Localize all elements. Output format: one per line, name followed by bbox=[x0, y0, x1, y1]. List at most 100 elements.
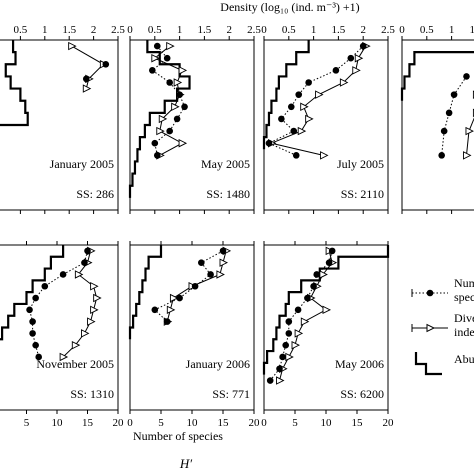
diversity-line bbox=[71, 45, 105, 89]
species-point bbox=[328, 247, 336, 255]
abundance-steps bbox=[128, 245, 163, 340]
diversity-line bbox=[465, 117, 474, 156]
species-point bbox=[279, 353, 286, 361]
panel-frame bbox=[129, 244, 255, 411]
species-point bbox=[149, 67, 156, 74]
bottom-axis-label-h-prime: H′ bbox=[179, 456, 192, 471]
panel-title: May 2006 bbox=[335, 357, 384, 371]
diversity-point bbox=[300, 317, 310, 326]
top-tick-label: 2.5 bbox=[247, 24, 261, 36]
diversity-point bbox=[319, 270, 328, 279]
species-point bbox=[35, 353, 42, 361]
diversity-point bbox=[166, 305, 176, 315]
species-point bbox=[29, 318, 36, 325]
diversity-point bbox=[173, 78, 183, 87]
legend-diversity-label-1: Diver bbox=[454, 311, 474, 325]
species-point bbox=[198, 259, 205, 266]
legend-species-label-2: speci bbox=[454, 290, 474, 304]
diversity-point bbox=[80, 329, 90, 338]
top-tick-label: 0 bbox=[261, 24, 267, 36]
species-point bbox=[278, 115, 285, 123]
diversity-point bbox=[322, 305, 332, 315]
species-point bbox=[173, 115, 181, 123]
diversity-point bbox=[59, 352, 69, 362]
top-axis-label: Density (log₁₀ (ind. m⁻³) +1) bbox=[220, 0, 359, 14]
species-point bbox=[84, 247, 91, 255]
diversity-point bbox=[294, 329, 304, 338]
diversity-line bbox=[62, 250, 98, 358]
diversity-point bbox=[305, 114, 314, 124]
diversity-point bbox=[297, 126, 307, 136]
species-point bbox=[359, 42, 367, 50]
diversity-point bbox=[178, 138, 188, 148]
species-point bbox=[463, 73, 470, 80]
legend-diversity-marker bbox=[426, 323, 436, 333]
bottom-tick-label: 5 bbox=[292, 417, 298, 429]
panel-3: 0 0.5 1 1.5 2 2.5 July 2005 SS: 2110 bbox=[261, 24, 395, 214]
bottom-tick-label: 10 bbox=[321, 417, 333, 429]
species-point bbox=[29, 330, 36, 337]
species-point bbox=[207, 271, 214, 278]
species-point bbox=[445, 109, 453, 117]
legend-diversity-label-2: index bbox=[454, 325, 474, 339]
top-tick-label: 1.5 bbox=[332, 24, 346, 36]
panel-title: January 2005 bbox=[50, 157, 114, 171]
bottom-tick-label: 20 bbox=[113, 417, 125, 429]
species-point bbox=[32, 341, 39, 349]
species-point bbox=[265, 139, 273, 147]
top-tick-label: 0.5 bbox=[420, 24, 434, 36]
panel-title: November 2005 bbox=[36, 357, 114, 371]
panel-ss-label: SS: 1310 bbox=[70, 387, 114, 401]
species-point bbox=[153, 42, 161, 50]
top-tick-label: 1.5 bbox=[470, 24, 474, 36]
diversity-point bbox=[291, 340, 301, 350]
species-point bbox=[282, 341, 290, 349]
diversity-point bbox=[87, 317, 96, 326]
panel-6: 0 5 10 15 20 January 2006 SS: 771 bbox=[127, 241, 260, 429]
top-tick-label: 0.5 bbox=[282, 24, 296, 36]
legend-species-label-1: Numb bbox=[454, 276, 474, 290]
species-point bbox=[26, 306, 33, 314]
species-point bbox=[151, 306, 159, 314]
panel-ss-label: SS: 771 bbox=[212, 387, 250, 401]
diversity-point bbox=[285, 352, 294, 362]
species-point bbox=[304, 294, 311, 302]
species-point bbox=[163, 318, 171, 325]
bottom-tick-label: 0 bbox=[261, 417, 267, 429]
top-tick-label: 1 bbox=[449, 24, 455, 36]
species-point bbox=[347, 54, 355, 62]
diversity-point bbox=[93, 293, 102, 303]
diversity-point bbox=[169, 293, 179, 303]
diversity-point bbox=[178, 66, 188, 75]
abundance-steps bbox=[128, 40, 191, 198]
abundance-steps bbox=[0, 40, 29, 127]
species-point bbox=[287, 103, 295, 111]
abundance-steps bbox=[0, 245, 65, 341]
species-point bbox=[153, 152, 161, 159]
bottom-tick-label: 5 bbox=[158, 417, 164, 429]
diversity-point bbox=[166, 41, 175, 51]
species-point bbox=[176, 91, 183, 98]
top-tick-label: 2.5 bbox=[381, 24, 395, 36]
species-point bbox=[32, 294, 39, 302]
species-point bbox=[163, 54, 171, 62]
species-point bbox=[295, 91, 303, 98]
diversity-point bbox=[300, 102, 309, 112]
bottom-tick-label: 15 bbox=[82, 417, 94, 429]
top-tick-label: 1 bbox=[42, 24, 48, 36]
species-point bbox=[151, 139, 159, 147]
bottom-tick-label: 15 bbox=[352, 417, 364, 429]
abundance-steps bbox=[262, 40, 310, 150]
species-point bbox=[176, 294, 183, 302]
panel-frame bbox=[401, 39, 474, 211]
panel-title: January 2006 bbox=[186, 357, 250, 371]
panel-ss-label: SS: 2110 bbox=[341, 187, 384, 201]
legend: Numbspeci Diverindex Abun bbox=[411, 276, 474, 376]
bottom-tick-label: 10 bbox=[52, 417, 64, 429]
panel-group: 0.5 1 1.5 2 2.5 January 2005 SS: 286 0 0.5 1 1.5 2 2… bbox=[0, 24, 474, 429]
species-point bbox=[59, 271, 67, 278]
top-tick-label: 2 bbox=[226, 24, 232, 36]
diversity-line bbox=[153, 45, 184, 156]
diversity-point bbox=[216, 270, 225, 279]
species-point bbox=[166, 127, 173, 135]
